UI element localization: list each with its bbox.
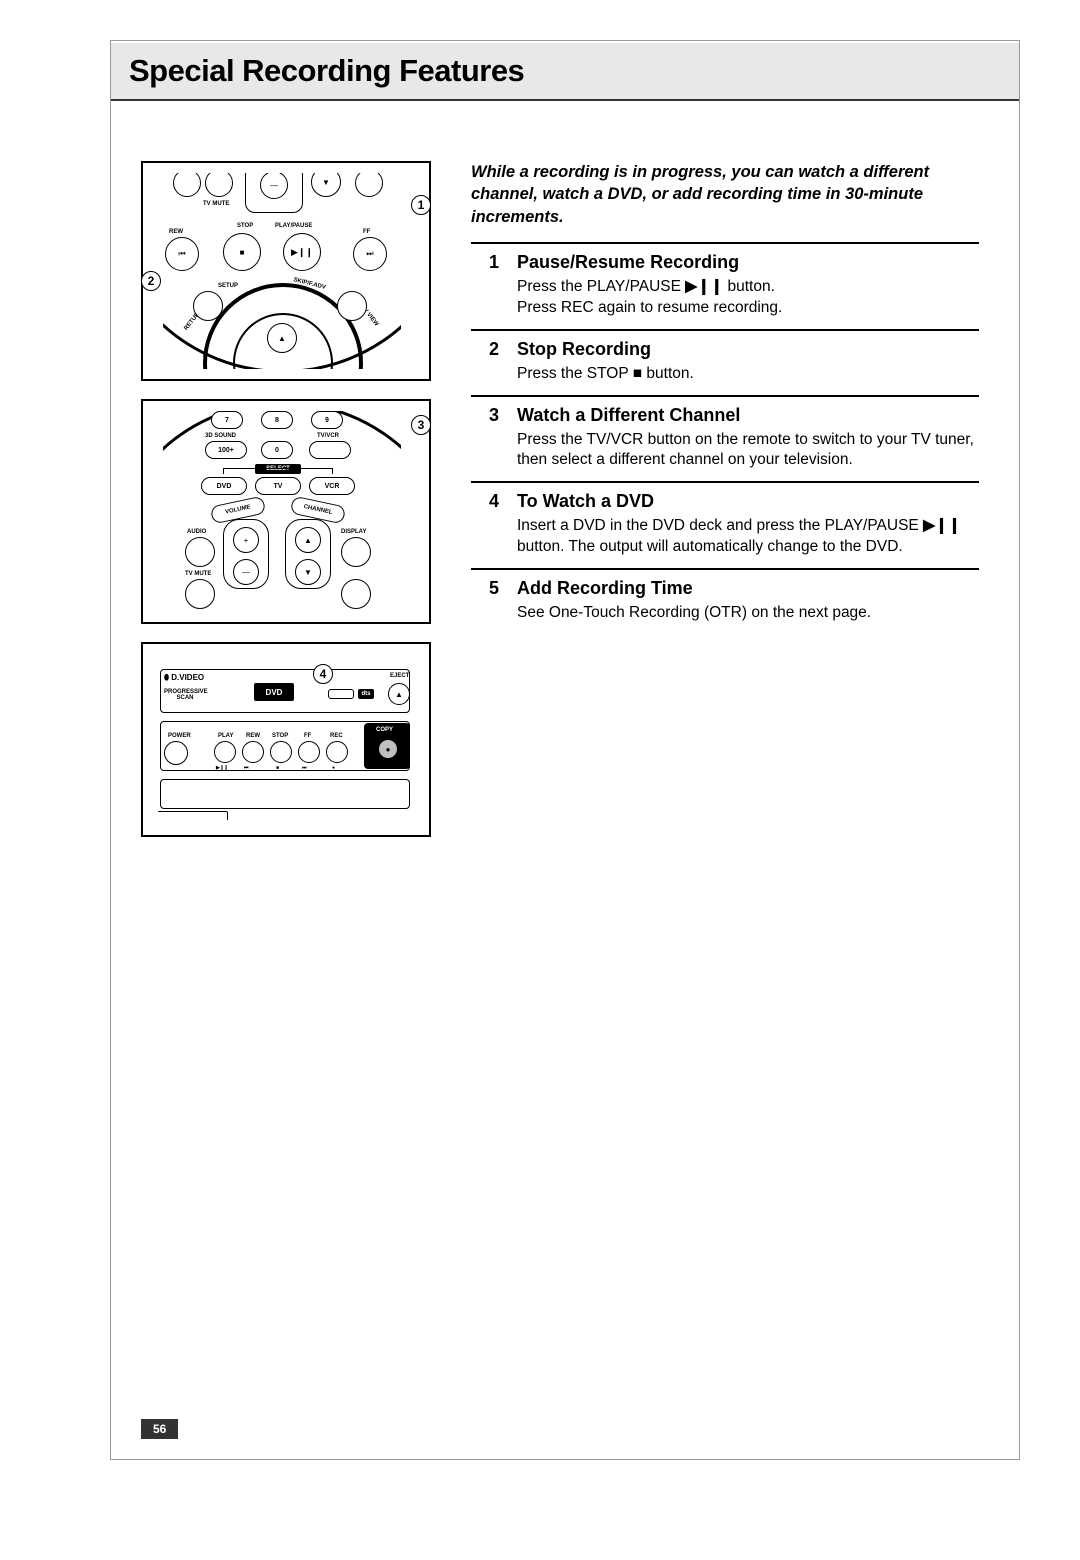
step-1-desc-b: button. <box>723 278 775 295</box>
step-5-title: Add Recording Time <box>517 578 979 599</box>
manual-page: Special Recording Features TV MUTE — ▼ R… <box>110 40 1020 1460</box>
label-rew: REW <box>169 229 183 235</box>
left-column: TV MUTE — ▼ REW STOP PLAY/PAUSE FF ⏮ ■ ▶… <box>141 161 431 855</box>
label-eject: EJECT <box>390 673 409 679</box>
step-2-title: Stop Recording <box>517 339 979 360</box>
step-1-desc-a: Press the PLAY/PAUSE <box>517 278 685 295</box>
step-3: 3 Watch a Different Channel Press the TV… <box>471 395 979 482</box>
player-diagram: ⬮ D.VIDEO PROGRESSIVE SCAN DVD dts EJECT… <box>141 642 431 837</box>
label-progressive: PROGRESSIVE SCAN <box>164 689 206 701</box>
label-tvvcr: TV/VCR <box>317 433 339 439</box>
key-0: 0 <box>261 441 293 459</box>
step-4-title: To Watch a DVD <box>517 491 979 512</box>
step-1-title: Pause/Resume Recording <box>517 252 979 273</box>
key-tv: TV <box>255 477 301 495</box>
step-4-desc: Insert a DVD in the DVD deck and press t… <box>517 516 979 558</box>
page-number: 56 <box>141 1419 178 1439</box>
step-5: 5 Add Recording Time See One-Touch Recor… <box>471 568 979 634</box>
step-4: 4 To Watch a DVD Insert a DVD in the DVD… <box>471 481 979 568</box>
label-stop: STOP <box>237 223 253 229</box>
section-title-bar: Special Recording Features <box>111 43 1019 101</box>
label-3dsound: 3D SOUND <box>205 433 236 439</box>
player-sketch: ⬮ D.VIDEO PROGRESSIVE SCAN DVD dts EJECT… <box>158 659 414 820</box>
remote-lower-sketch: 7 8 9 3D SOUND TV/VCR 100+ 0 SELECT DVD … <box>163 411 401 612</box>
callout-2: 2 <box>141 271 161 291</box>
key-vcr: VCR <box>309 477 355 495</box>
intro-text: While a recording is in progress, you ca… <box>471 161 979 228</box>
label-play: PLAY <box>218 733 233 739</box>
right-column: While a recording is in progress, you ca… <box>471 161 989 855</box>
key-9: 9 <box>311 411 343 429</box>
step-2-desc-a: Press the STOP <box>517 365 633 382</box>
callout-4: 4 <box>313 664 333 684</box>
label-audio: AUDIO <box>187 529 206 535</box>
step-3-title: Watch a Different Channel <box>517 405 979 426</box>
step-4-desc-a: Insert a DVD in the DVD deck and press t… <box>517 517 923 534</box>
label-ff: FF <box>363 229 370 235</box>
label-playpause: PLAY/PAUSE <box>275 223 312 229</box>
step-1: 1 Pause/Resume Recording Press the PLAY/… <box>471 242 979 329</box>
step-1-number: 1 <box>471 252 499 319</box>
label-rec: REC <box>330 733 343 739</box>
callout-1: 1 <box>411 195 431 215</box>
key-7: 7 <box>211 411 243 429</box>
step-5-number: 5 <box>471 578 499 624</box>
key-8: 8 <box>261 411 293 429</box>
label-dvd-logo: DVD <box>254 683 294 701</box>
label-tvmute: TV MUTE <box>203 201 229 207</box>
label-ff-p: FF <box>304 733 311 739</box>
key-100plus: 100+ <box>205 441 247 459</box>
label-copy: COPY <box>376 727 393 733</box>
section-title: Special Recording Features <box>129 53 1001 89</box>
label-rew-p: REW <box>246 733 260 739</box>
step-4-number: 4 <box>471 491 499 558</box>
remote-lower-diagram: 7 8 9 3D SOUND TV/VCR 100+ 0 SELECT DVD … <box>141 399 431 624</box>
label-tvmute2: TV MUTE <box>185 571 211 577</box>
key-dvd: DVD <box>201 477 247 495</box>
step-2-number: 2 <box>471 339 499 385</box>
step-1-desc-c: Press REC again to resume recording. <box>517 299 782 316</box>
label-stop-p: STOP <box>272 733 288 739</box>
callout-3: 3 <box>411 415 431 435</box>
step-3-desc: Press the TV/VCR button on the remote to… <box>517 430 979 472</box>
play-pause-icon: ▶❙❙ <box>923 517 961 534</box>
stop-icon: ■ <box>633 365 642 382</box>
step-2-desc: Press the STOP ■ button. <box>517 364 979 385</box>
label-power: POWER <box>168 733 191 739</box>
step-1-desc: Press the PLAY/PAUSE ▶❙❙ button. Press R… <box>517 277 979 319</box>
remote-upper-sketch: TV MUTE — ▼ REW STOP PLAY/PAUSE FF ⏮ ■ ▶… <box>163 173 401 369</box>
content-area: TV MUTE — ▼ REW STOP PLAY/PAUSE FF ⏮ ■ ▶… <box>111 101 1019 855</box>
remote-upper-diagram: TV MUTE — ▼ REW STOP PLAY/PAUSE FF ⏮ ■ ▶… <box>141 161 431 381</box>
step-2-desc-b: button. <box>642 365 694 382</box>
play-pause-icon: ▶❙❙ <box>685 278 723 295</box>
step-5-desc: See One-Touch Recording (OTR) on the nex… <box>517 603 979 624</box>
step-3-number: 3 <box>471 405 499 472</box>
step-2: 2 Stop Recording Press the STOP ■ button… <box>471 329 979 395</box>
step-4-desc-b: button. The output will automatically ch… <box>517 538 903 555</box>
label-display: DISPLAY <box>341 529 366 535</box>
label-setup: SETUP <box>218 283 238 289</box>
